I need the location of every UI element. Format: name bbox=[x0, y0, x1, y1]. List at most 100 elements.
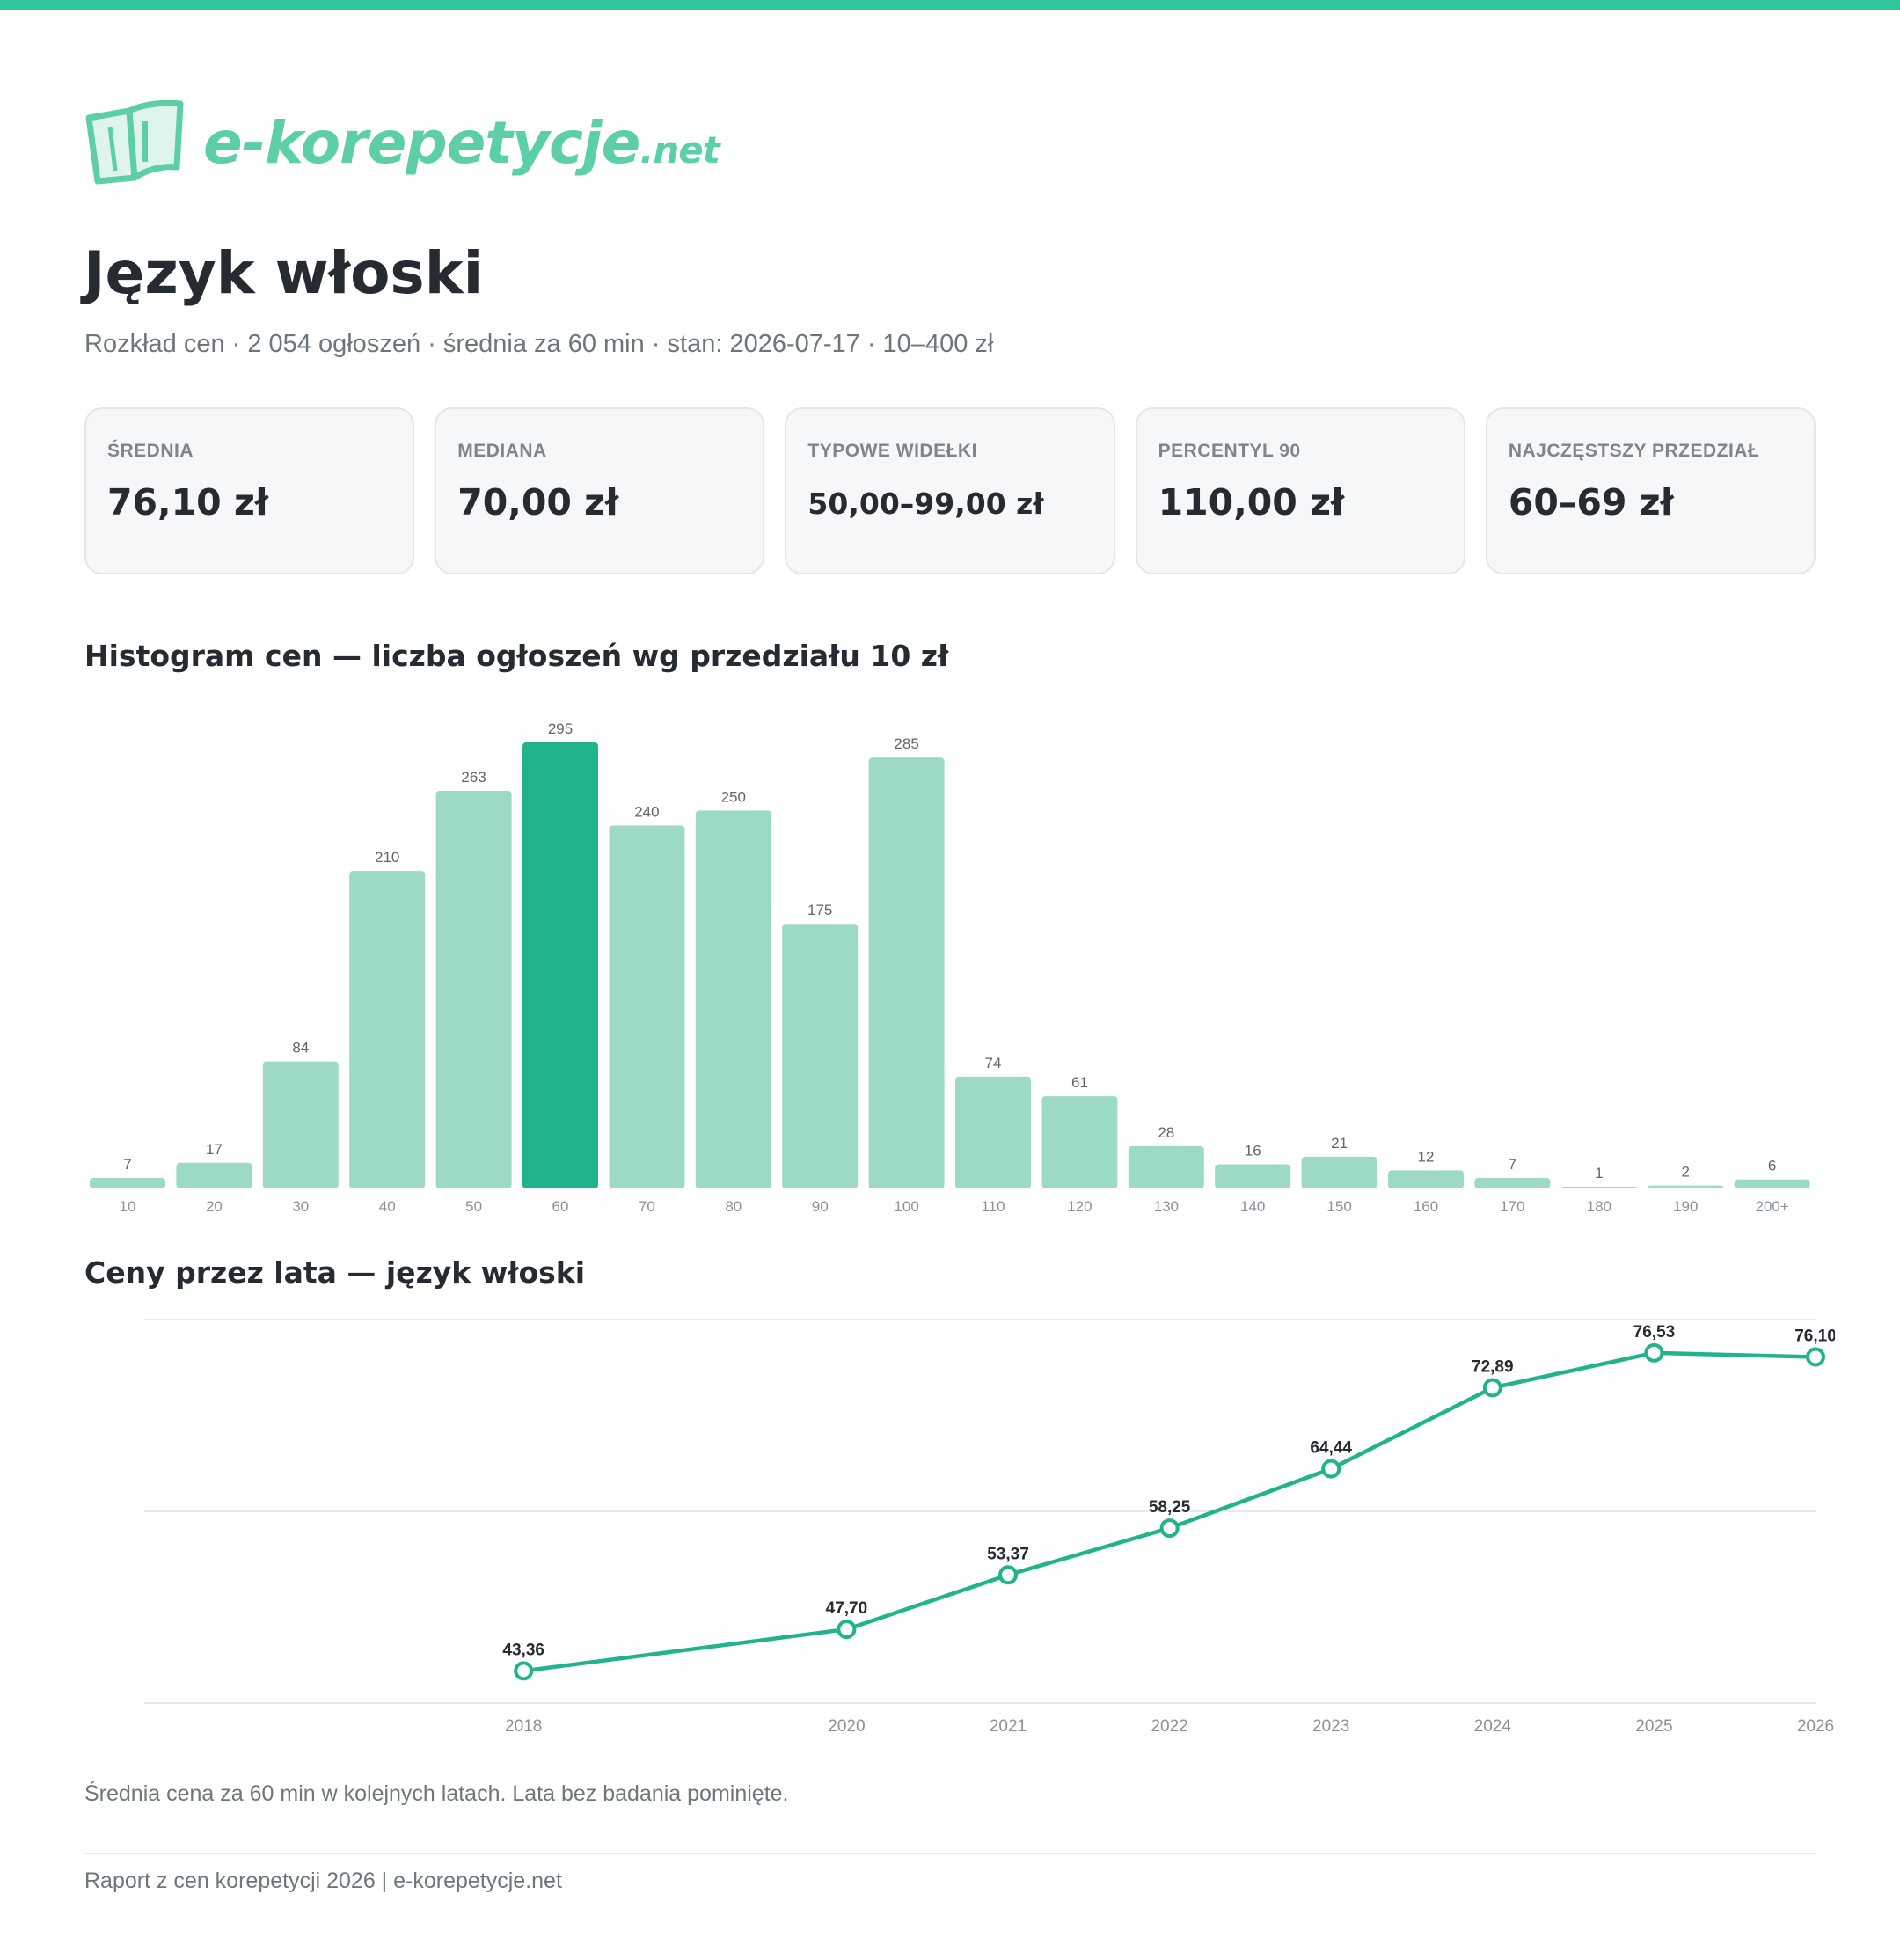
histogram-bar bbox=[1215, 1164, 1291, 1188]
x-tick-label: 2024 bbox=[1474, 1717, 1512, 1736]
point-value-label: 58,25 bbox=[1149, 1498, 1191, 1517]
bar-value-label: 250 bbox=[721, 788, 746, 805]
x-tick-label: 140 bbox=[1240, 1198, 1265, 1215]
data-point bbox=[998, 1565, 1018, 1585]
data-point bbox=[837, 1620, 857, 1640]
histogram-bar bbox=[176, 1162, 252, 1188]
line-chart: 43,36 2018 47,70 2020 53,37 2021 58,25 2022 64,4… bbox=[144, 1319, 1835, 1736]
stat-label: PERCENTYL 90 bbox=[1158, 441, 1301, 461]
stat-label: NAJCZĘSTSZY PRZEDZIAŁ bbox=[1508, 441, 1760, 461]
histogram-bar bbox=[522, 742, 598, 1188]
x-tick-label: 100 bbox=[894, 1198, 918, 1215]
book-icon bbox=[85, 100, 184, 185]
point-value-label: 47,70 bbox=[826, 1599, 868, 1618]
x-tick-label: 2020 bbox=[828, 1717, 865, 1736]
bar-value-label: 6 bbox=[1768, 1158, 1776, 1174]
x-tick-label: 160 bbox=[1414, 1198, 1438, 1215]
x-tick-label: 50 bbox=[465, 1198, 482, 1215]
histogram-bar bbox=[868, 757, 945, 1188]
bar-value-label: 263 bbox=[461, 769, 486, 786]
footer-divider bbox=[84, 1853, 1816, 1854]
bar-value-label: 28 bbox=[1158, 1124, 1174, 1141]
histogram-bar bbox=[609, 825, 685, 1188]
point-value-label: 76,53 bbox=[1633, 1323, 1676, 1342]
histogram-bar bbox=[1474, 1177, 1551, 1188]
x-tick-label: 190 bbox=[1673, 1198, 1698, 1215]
data-point bbox=[1321, 1459, 1341, 1479]
x-tick-label: 200+ bbox=[1755, 1198, 1788, 1215]
stat-card-mode-bin: NAJCZĘSTSZY PRZEDZIAŁ 60–69 zł bbox=[1485, 407, 1816, 574]
page-title: Język włoski bbox=[84, 239, 484, 307]
stat-card-p90: PERCENTYL 90 110,00 zł bbox=[1135, 407, 1465, 574]
bar-value-label: 16 bbox=[1245, 1143, 1261, 1159]
x-tick-label: 130 bbox=[1154, 1198, 1179, 1215]
x-tick-label: 2023 bbox=[1312, 1717, 1349, 1736]
x-tick-label: 90 bbox=[812, 1198, 829, 1215]
bar-value-label: 7 bbox=[1509, 1156, 1516, 1173]
histogram-bar bbox=[782, 924, 859, 1188]
bar-value-label: 210 bbox=[375, 849, 399, 866]
x-tick-label: 60 bbox=[552, 1198, 569, 1215]
histogram-chart: 7101720843021040263502956024070250801759… bbox=[90, 720, 1810, 1215]
stat-label: MEDIANA bbox=[457, 441, 547, 461]
stat-value: 70,00 zł bbox=[457, 481, 619, 523]
histogram-bar bbox=[955, 1076, 1031, 1188]
stat-value: 110,00 zł bbox=[1158, 481, 1345, 523]
histogram-bar bbox=[1128, 1145, 1204, 1188]
histogram-bar bbox=[1041, 1096, 1118, 1188]
x-tick-label: 80 bbox=[725, 1198, 742, 1215]
bar-value-label: 84 bbox=[292, 1040, 309, 1057]
data-point bbox=[1482, 1378, 1502, 1398]
histogram-bar bbox=[1388, 1170, 1464, 1188]
stat-value: 50,00–99,00 zł bbox=[808, 486, 1044, 521]
histogram-bar bbox=[1734, 1179, 1810, 1188]
x-tick-label: 70 bbox=[639, 1198, 655, 1215]
bar-value-label: 1 bbox=[1595, 1165, 1603, 1181]
stat-card-typical-range: TYPOWE WIDEŁKI 50,00–99,00 zł bbox=[785, 407, 1115, 574]
brand-logo[interactable]: e-korepetycje.net bbox=[84, 99, 720, 186]
stat-label: ŚREDNIA bbox=[107, 441, 194, 461]
data-point bbox=[514, 1661, 534, 1681]
bar-value-label: 17 bbox=[206, 1141, 223, 1158]
x-tick-label: 2018 bbox=[505, 1717, 542, 1736]
x-tick-label: 110 bbox=[981, 1198, 1005, 1215]
x-tick-label: 30 bbox=[292, 1198, 309, 1215]
stats-cards: ŚREDNIA 76,10 zł MEDIANA 70,00 zł TYPOWE… bbox=[84, 407, 1816, 574]
stat-card-median: MEDIANA 70,00 zł bbox=[435, 407, 765, 574]
x-tick-label: 2021 bbox=[990, 1717, 1027, 1736]
point-value-label: 43,36 bbox=[502, 1641, 544, 1659]
bar-value-label: 2 bbox=[1681, 1164, 1689, 1181]
bar-value-label: 175 bbox=[808, 902, 832, 918]
histogram-bar bbox=[1560, 1187, 1637, 1188]
series-line bbox=[522, 1350, 1816, 1673]
page-subtitle: Rozkład cen · 2 054 ogłoszeń · średnia z… bbox=[84, 330, 994, 358]
x-tick-label: 20 bbox=[206, 1198, 223, 1215]
bar-value-label: 21 bbox=[1331, 1135, 1348, 1152]
data-point bbox=[1806, 1347, 1825, 1367]
line-chart-title: Ceny przez lata — język włoski bbox=[84, 1255, 586, 1290]
bar-value-label: 295 bbox=[548, 720, 573, 737]
histogram-bar bbox=[349, 871, 426, 1188]
chart-caption: Średnia cena za 60 min w kolejnych latac… bbox=[84, 1781, 789, 1806]
footer-text: Raport z cen korepetycji 2026 | e-korepe… bbox=[84, 1869, 562, 1893]
stat-value: 76,10 zł bbox=[107, 481, 269, 523]
bar-value-label: 7 bbox=[123, 1156, 131, 1173]
histogram-bar bbox=[695, 810, 771, 1188]
histogram-bar bbox=[262, 1061, 339, 1188]
bar-value-label: 12 bbox=[1418, 1148, 1435, 1165]
stat-label: TYPOWE WIDEŁKI bbox=[808, 441, 977, 461]
brand-name: e-korepetycje.net bbox=[203, 108, 720, 177]
histogram-bar bbox=[1648, 1185, 1724, 1188]
x-tick-label: 170 bbox=[1500, 1198, 1524, 1215]
x-tick-label: 120 bbox=[1067, 1198, 1092, 1215]
data-point bbox=[1159, 1518, 1180, 1539]
point-value-label: 76,10 bbox=[1794, 1327, 1835, 1346]
x-tick-label: 2026 bbox=[1797, 1717, 1834, 1736]
bar-value-label: 61 bbox=[1071, 1074, 1088, 1091]
top-accent-bar bbox=[0, 0, 1900, 10]
histogram-bar bbox=[435, 790, 512, 1188]
histogram-bar bbox=[90, 1177, 165, 1188]
point-value-label: 64,44 bbox=[1310, 1439, 1352, 1458]
bar-value-label: 240 bbox=[634, 804, 659, 821]
x-tick-label: 150 bbox=[1326, 1198, 1351, 1215]
